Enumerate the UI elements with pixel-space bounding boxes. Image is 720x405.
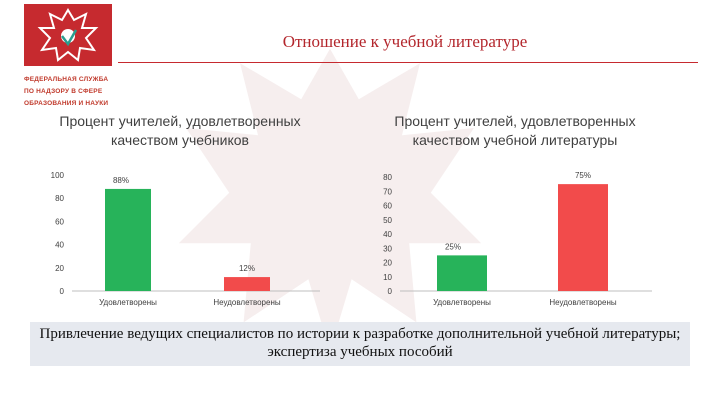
agency-name-line: ПО НАДЗОРУ В СФЕРЕ bbox=[24, 88, 103, 95]
chart-2-title: Процент учителей, удовлетворенных качест… bbox=[394, 113, 636, 148]
agency-logo bbox=[24, 4, 112, 66]
conclusion-banner: Привлечение ведущих специалистов по исто… bbox=[30, 322, 690, 366]
y-tick-label: 0 bbox=[60, 287, 65, 296]
bar-value-label: 25% bbox=[445, 242, 461, 251]
bar-satisfied bbox=[437, 255, 487, 291]
x-category-label: Удовлетворены bbox=[99, 298, 157, 307]
y-tick-label: 30 bbox=[383, 244, 392, 253]
y-tick-label: 60 bbox=[383, 202, 392, 211]
agency-name-line: ОБРАЗОВАНИЯ И НАУКИ bbox=[24, 100, 109, 107]
watermark-emblem-icon bbox=[178, 48, 482, 352]
y-tick-label: 80 bbox=[383, 173, 392, 182]
bar-satisfied bbox=[105, 188, 151, 291]
chart-1-title: Процент учителей, удовлетворенных качест… bbox=[59, 113, 301, 148]
y-tick-label: 40 bbox=[55, 241, 64, 250]
y-tick-label: 50 bbox=[383, 216, 392, 225]
page-title: Отношение к учебной литературе bbox=[282, 32, 528, 51]
bar-unsatisfied bbox=[558, 184, 608, 291]
y-tick-label: 70 bbox=[383, 187, 392, 196]
y-tick-label: 40 bbox=[383, 230, 392, 239]
y-tick-label: 80 bbox=[55, 194, 64, 203]
y-tick-label: 20 bbox=[55, 264, 64, 273]
y-tick-label: 20 bbox=[383, 259, 392, 268]
bar-value-label: 88% bbox=[113, 176, 129, 185]
y-tick-label: 60 bbox=[55, 217, 64, 226]
x-category-label: Неудовлетворены bbox=[213, 298, 280, 307]
y-tick-label: 10 bbox=[383, 273, 392, 282]
agency-name: ФЕДЕРАЛЬНАЯ СЛУЖБА ПО НАДЗОРУ В СФЕРЕ ОБ… bbox=[24, 74, 134, 110]
bar-value-label: 12% bbox=[239, 264, 255, 273]
agency-name-line: ФЕДЕРАЛЬНАЯ СЛУЖБА bbox=[24, 76, 109, 83]
x-category-label: Неудовлетворены bbox=[549, 298, 616, 307]
header-divider bbox=[118, 62, 698, 63]
bar-unsatisfied bbox=[224, 277, 270, 291]
y-tick-label: 0 bbox=[388, 287, 393, 296]
eagle-emblem-icon bbox=[37, 8, 99, 62]
x-category-label: Удовлетворены bbox=[433, 298, 491, 307]
y-tick-label: 100 bbox=[51, 171, 65, 180]
bar-value-label: 75% bbox=[575, 171, 591, 180]
